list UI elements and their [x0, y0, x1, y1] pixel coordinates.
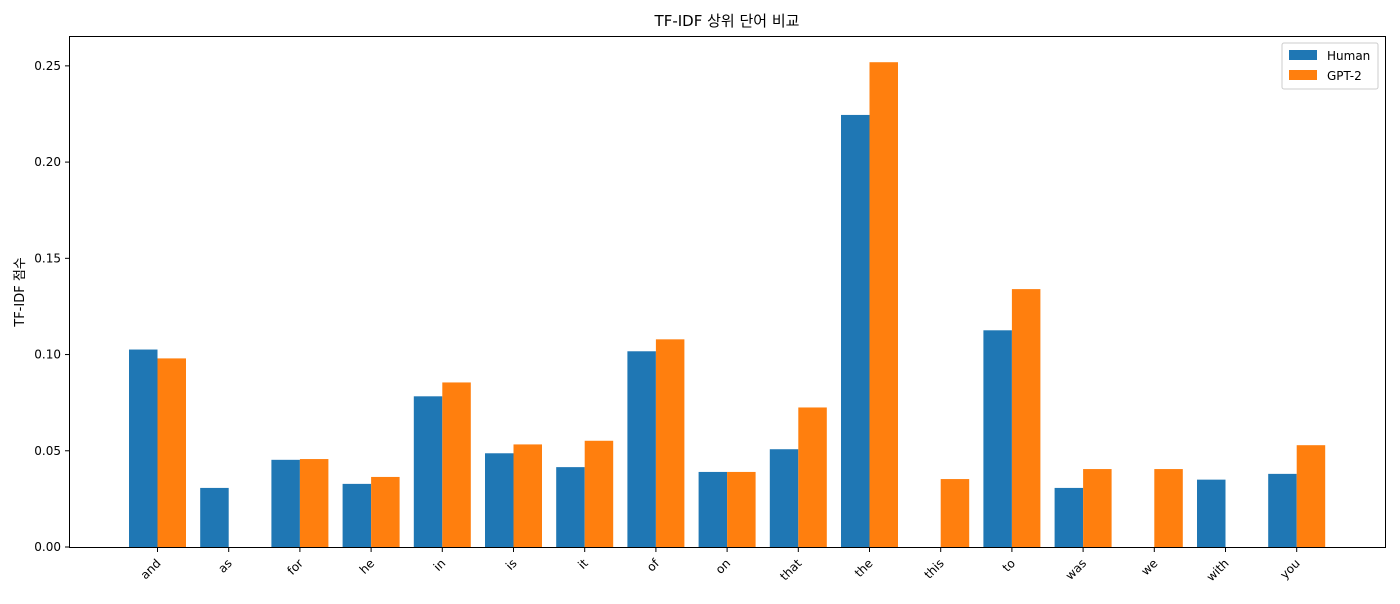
legend-label-gpt2: GPT-2 [1327, 69, 1362, 83]
x-tick-label-it: it [575, 556, 591, 572]
bar-human-it [556, 467, 585, 547]
bar-human-is [485, 453, 514, 547]
x-tick-label-the: the [852, 556, 876, 580]
y-axis: 0.00 0.05 0.10 0.15 0.20 0.25 [34, 59, 70, 554]
bar-gpt2-it [584, 440, 614, 547]
bar-human-you [1268, 473, 1297, 547]
bar-gpt2-was [1083, 469, 1112, 547]
bar-gpt2-we [1154, 469, 1183, 547]
y-tick-label: 0.10 [34, 348, 61, 362]
x-tick-label-you: you [1277, 556, 1303, 582]
bar-human-in [413, 396, 443, 547]
x-tick-label-to: to [1000, 556, 1018, 574]
bar-gpt2-this [940, 479, 970, 547]
bars-layer [129, 62, 1326, 548]
x-tick-label-with: with [1204, 556, 1232, 584]
y-axis-label: TF-IDF 점수 [13, 257, 28, 328]
chart-title: TF-IDF 상위 단어 비교 [654, 12, 800, 30]
legend-swatch-human [1289, 50, 1317, 60]
bar-gpt2-on [727, 471, 756, 547]
x-tick-label-in: in [431, 556, 449, 574]
bar-human-the [841, 114, 870, 547]
bar-gpt2-to [1011, 289, 1041, 547]
bar-gpt2-and [157, 358, 186, 547]
bar-human-was [1054, 487, 1084, 547]
bar-gpt2-he [371, 476, 400, 547]
bar-gpt2-for [299, 459, 329, 547]
x-tick-label-we: we [1138, 556, 1160, 578]
bar-human-with [1197, 479, 1226, 547]
bar-human-for [271, 459, 300, 547]
bar-gpt2-you [1296, 445, 1326, 547]
x-tick-label-this: this [921, 556, 946, 581]
bar-gpt2-is [513, 444, 542, 547]
plot-frame [69, 36, 1386, 548]
x-tick-label-he: he [357, 556, 378, 577]
bar-human-as [200, 487, 229, 547]
x-axis: and as for he in is it of on that the this to was we wi… [138, 547, 1303, 584]
bar-gpt2-in [442, 382, 471, 547]
bar-human-of [627, 351, 656, 547]
x-tick-label-was: was [1063, 556, 1089, 582]
x-tick-label-of: of [644, 556, 663, 575]
bar-human-on [698, 471, 728, 547]
x-tick-label-and: and [138, 556, 164, 582]
y-tick-label: 0.25 [34, 59, 61, 73]
y-tick-label: 0.00 [34, 540, 61, 554]
legend: Human GPT-2 [1281, 42, 1379, 90]
bar-human-to [983, 330, 1012, 547]
bar-gpt2-the [869, 62, 898, 548]
bar-gpt2-that [798, 407, 827, 547]
legend-label-human: Human [1327, 49, 1370, 63]
legend-swatch-gpt2 [1289, 70, 1317, 80]
y-tick-label: 0.20 [34, 155, 61, 169]
bar-human-he [342, 483, 372, 547]
x-tick-label-is: is [503, 556, 520, 573]
bar-human-that [769, 449, 799, 547]
y-tick-label: 0.15 [34, 251, 61, 265]
x-tick-label-on: on [713, 556, 733, 576]
bar-gpt2-of [655, 339, 685, 547]
y-tick-label: 0.05 [34, 444, 61, 458]
x-tick-label-as: as [215, 556, 235, 576]
bar-human-and [129, 349, 158, 547]
x-tick-label-that: that [777, 556, 804, 583]
x-tick-label-for: for [284, 556, 306, 578]
